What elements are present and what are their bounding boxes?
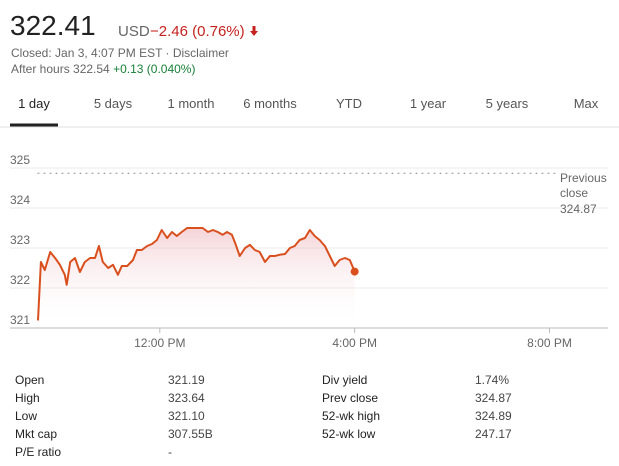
down-arrow xyxy=(249,26,258,36)
close-dot xyxy=(350,267,359,276)
stat-value: 307.55B xyxy=(168,427,213,441)
tab[interactable]: 6 months xyxy=(243,96,297,111)
x-tick-label: 4:00 PM xyxy=(332,336,377,350)
stat-label: Open xyxy=(15,373,45,387)
area-fill xyxy=(38,228,355,328)
x-tick-label: 12:00 PM xyxy=(134,336,185,350)
stat-value: 324.87 xyxy=(475,391,512,405)
stat-value: 1.74% xyxy=(475,373,510,387)
stat-value: - xyxy=(168,445,172,459)
tab[interactable]: 5 years xyxy=(485,96,529,111)
y-tick-label: 323 xyxy=(10,233,30,247)
price: 322.41 xyxy=(10,10,96,41)
after-hours-label: After hours 322.54 xyxy=(11,62,110,76)
change: −2.46 (0.76%) xyxy=(150,23,259,40)
stat-label: Low xyxy=(15,409,38,423)
stat-value: 324.89 xyxy=(475,409,512,423)
stat-label: Mkt cap xyxy=(15,427,58,441)
stat-label: 52-wk low xyxy=(322,427,376,441)
change-text: −2.46 (0.76%) xyxy=(150,23,245,40)
previous-close-value: 324.87 xyxy=(560,202,597,216)
stat-label: Div yield xyxy=(322,373,368,387)
tab[interactable]: Max xyxy=(573,96,599,111)
y-tick-label: 324 xyxy=(10,193,30,207)
stat-label: 52-wk high xyxy=(322,409,381,423)
tab[interactable]: 1 month xyxy=(167,96,215,111)
tab[interactable]: 1 day xyxy=(18,96,50,111)
x-tick-label: 8:00 PM xyxy=(527,336,572,350)
stat-value: 247.17 xyxy=(475,427,512,441)
tab[interactable]: YTD xyxy=(336,96,362,111)
stat-value: 321.19 xyxy=(168,373,205,387)
y-tick-label: 321 xyxy=(10,313,30,327)
tab[interactable]: 5 days xyxy=(93,96,133,111)
stat-label: Prev close xyxy=(322,391,379,405)
y-tick-label: 325 xyxy=(10,153,30,167)
stat-value: 323.64 xyxy=(168,391,205,405)
y-tick-label: 322 xyxy=(10,273,30,287)
after-hours-change: +0.13 (0.040%) xyxy=(113,62,196,76)
stat-label: High xyxy=(15,391,40,405)
tab[interactable]: 1 year xyxy=(409,96,447,111)
currency: USD xyxy=(118,23,150,40)
stat-label: P/E ratio xyxy=(15,445,62,459)
price-line xyxy=(37,227,356,321)
status: Closed: Jan 3, 4:07 PM EST · Disclaimer xyxy=(11,46,229,60)
stat-value: 321.10 xyxy=(168,409,205,423)
after-hours: After hours 322.54 +0.13 (0.040%) xyxy=(11,62,195,76)
previous-close-label: Previous close xyxy=(560,171,607,200)
